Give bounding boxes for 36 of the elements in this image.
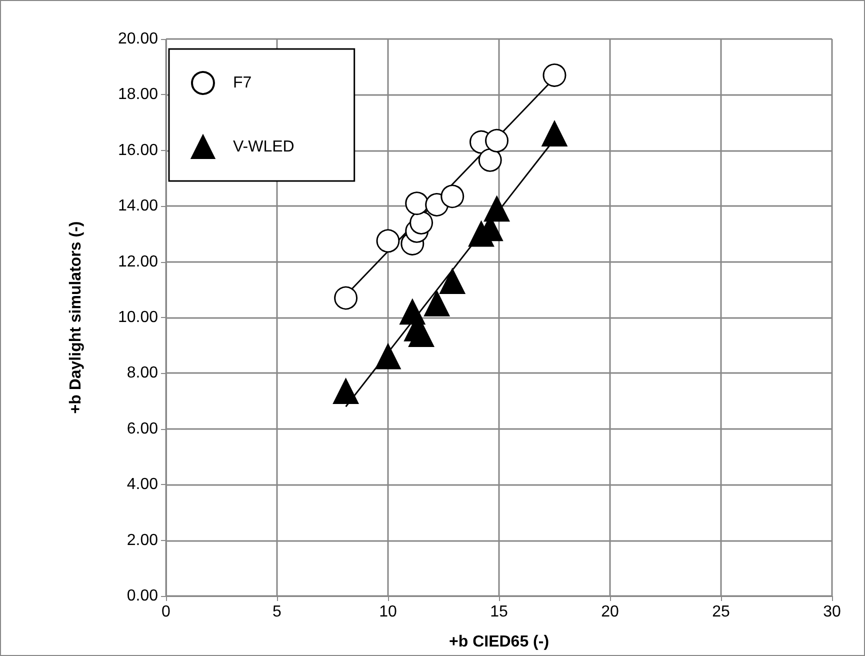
point	[334, 286, 358, 310]
x-axis-title: +b CIED65 (-)	[448, 634, 550, 650]
legend-label: V-WLED	[233, 138, 294, 156]
y-tick-label: 16.00	[118, 142, 158, 159]
y-tick-label: 12.00	[118, 253, 158, 270]
x-tick-label: 5	[272, 604, 282, 620]
point	[405, 192, 429, 216]
y-tick-label: 8.00	[126, 364, 158, 382]
y-tick-label: 6.00	[126, 420, 158, 438]
point	[478, 148, 502, 172]
point	[375, 344, 401, 370]
point	[484, 196, 510, 222]
point	[440, 184, 464, 208]
y-tick-label: 14.00	[118, 198, 158, 215]
point	[542, 120, 568, 146]
y-tick-label: 20.00	[118, 30, 158, 48]
y-tick-label: 4.00	[126, 476, 158, 494]
point	[424, 290, 450, 316]
x-tick-label: 25	[712, 604, 730, 620]
x-tick-label: 10	[379, 604, 397, 620]
y-tick-label: 10.00	[118, 309, 158, 326]
legend-label: F7	[233, 74, 252, 92]
point	[376, 229, 400, 253]
y-tick-label: 18.00	[118, 86, 158, 104]
point	[485, 128, 509, 152]
point	[333, 378, 359, 404]
x-tick-label: 15	[490, 604, 508, 620]
x-tick-label: 20	[601, 604, 619, 620]
point	[440, 268, 466, 294]
x-tick-label: 0	[162, 604, 171, 620]
y-axis-title: +b Daylight simulators (-)	[68, 221, 84, 414]
y-tick-label: 2.00	[126, 532, 158, 549]
y-tick-label: 0.00	[126, 588, 158, 604]
point	[542, 63, 566, 87]
point	[410, 211, 434, 235]
x-tick-label: 30	[823, 604, 841, 620]
